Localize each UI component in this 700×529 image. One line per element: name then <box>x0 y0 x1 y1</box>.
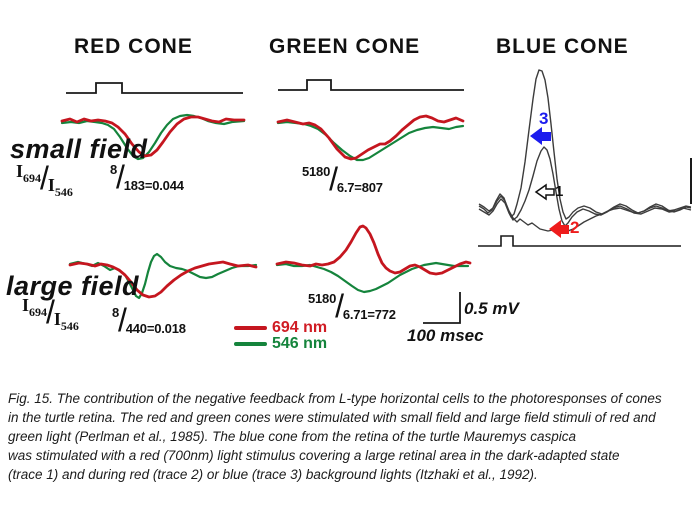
intensity-ratio-num-base: I <box>22 294 30 315</box>
legend-item-546nm: 546 nm <box>234 336 327 352</box>
green-cone-small-red-trace <box>276 114 465 161</box>
intensity-ratio-den-base: I <box>53 308 61 329</box>
time-scale-label: 100 msec <box>407 326 484 345</box>
intensity-ratio-num-base: I <box>16 160 24 181</box>
red-cone-title: RED CONE <box>74 35 193 58</box>
figure-caption: Fig. 15. The contribution of the negativ… <box>8 389 700 484</box>
green-cone-title: GREEN CONE <box>269 35 421 58</box>
trace3-arrow-icon <box>530 127 551 145</box>
intensity-ratio-num-sub: 694 <box>23 170 42 185</box>
red-line-swatch <box>234 326 267 330</box>
trace1-number: 1 <box>555 183 564 200</box>
caption-line: green light (Perlman et al., 1985). The … <box>8 429 577 444</box>
green-cone-large-red-trace <box>275 224 472 276</box>
green-cone-small-ratio: 5180 / 6.7=807 <box>302 161 383 197</box>
amplitude-scale-label: 0.5 mV <box>464 299 519 318</box>
intensity-ratio-den-base: I <box>47 174 55 195</box>
ratio-numerator: 8 <box>110 161 118 177</box>
blue-cone-title: BLUE CONE <box>496 35 629 58</box>
intensity-ratio-num-sub: 694 <box>29 304 48 319</box>
large-field-intensity-ratio: I694 / I546 <box>22 294 79 333</box>
fraction-slash: / <box>335 288 344 324</box>
trace1-arrow-icon <box>534 183 555 201</box>
ratio-denominator: 6.71=772 <box>342 306 396 322</box>
red-cone-small-red-trace <box>60 115 246 158</box>
caption-line: in the turtle retina. The red and green … <box>8 410 656 425</box>
caption-line: Fig. 15. The contribution of the negativ… <box>8 391 662 406</box>
red-cone-small-ratio: 8 / 183=0.044 <box>110 159 184 195</box>
ratio-denominator: 6.7=807 <box>336 179 383 195</box>
green-cone-large-ratio: 5180 / 6.71=772 <box>308 288 396 324</box>
ratio-numerator: 8 <box>112 304 120 320</box>
small-field-intensity-ratio: I694 / I546 <box>16 160 73 199</box>
amplitude-time-scale-bar <box>423 292 461 324</box>
fraction-slash: / <box>40 160 49 196</box>
legend: 694 nm 546 nm <box>234 320 327 352</box>
trace2-number: 2 <box>570 218 580 237</box>
red-cone-small-stimulus-trace <box>66 82 243 94</box>
fraction-slash: / <box>46 294 55 330</box>
ratio-denominator: 440=0.018 <box>125 320 186 336</box>
large-field-label: large field <box>6 271 140 301</box>
legend-item-694nm: 694 nm <box>234 320 327 336</box>
fraction-slash: / <box>116 159 125 195</box>
blue-cone-trace-3 <box>478 69 692 220</box>
intensity-ratio-den-sub: 546 <box>54 184 73 199</box>
red-cone-large-red-trace <box>68 260 258 299</box>
ratio-denominator: 183=0.044 <box>123 177 184 193</box>
traces-canvas <box>60 69 692 324</box>
small-field-label: small field <box>10 134 148 164</box>
trace3-number: 3 <box>539 109 549 128</box>
legend-label: 546 nm <box>272 335 328 352</box>
fraction-slash: / <box>329 161 338 197</box>
red-cone-large-green-trace <box>68 252 258 300</box>
legend-label: 694 nm <box>272 319 328 336</box>
ratio-numerator: 5180 <box>302 163 331 179</box>
caption-line: was stimulated with a red (700nm) light … <box>8 448 620 463</box>
trace2-arrow-icon <box>549 220 569 238</box>
blue-cone-trace-2 <box>478 195 692 232</box>
red-cone-large-ratio: 8 / 440=0.018 <box>112 302 186 338</box>
green-cone-large-green-trace <box>275 261 470 294</box>
intensity-ratio-den-sub: 546 <box>60 318 79 333</box>
green-cone-small-stimulus-trace <box>278 79 464 91</box>
ratio-numerator: 5180 <box>308 290 337 306</box>
blue-cone-stimulus-trace <box>478 235 681 247</box>
caption-line: (trace 1) and during red (trace 2) or bl… <box>8 467 538 482</box>
fraction-slash: / <box>118 302 127 338</box>
green-line-swatch <box>234 342 267 346</box>
green-cone-small-green-trace <box>276 120 465 162</box>
